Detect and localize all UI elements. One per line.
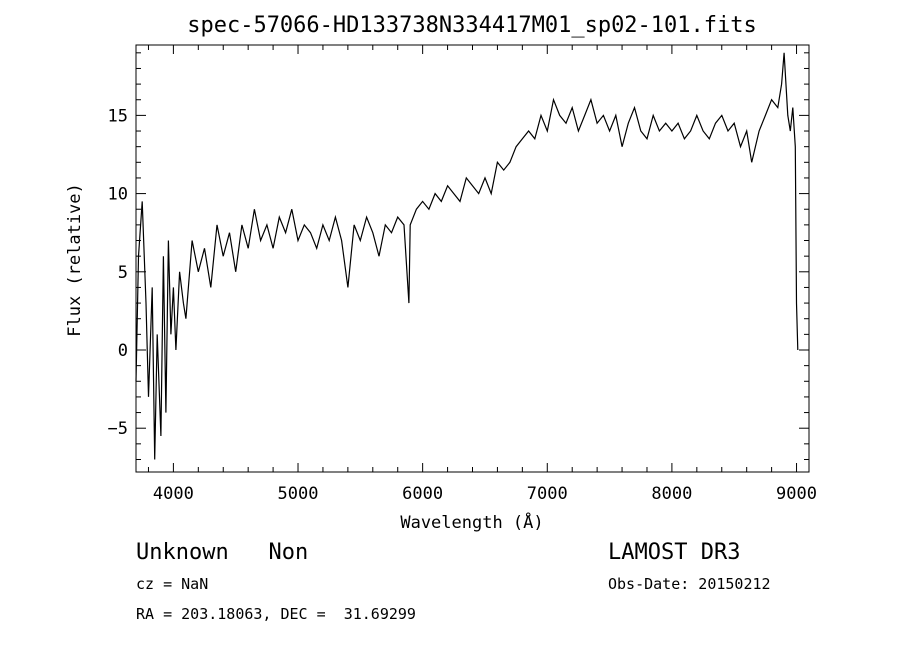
x-axis-ticks xyxy=(147,45,798,472)
survey-label: LAMOST DR3 xyxy=(608,540,740,565)
y-axis-label: Flux (relative) xyxy=(65,183,85,337)
y-axis-ticks xyxy=(136,52,809,460)
coordinates-label: RA = 203.18063, DEC = 31.69299 xyxy=(136,605,416,623)
redshift-label: cz = NaN xyxy=(136,575,208,593)
chart-title: spec-57066-HD133738N334417M01_sp02-101.f… xyxy=(187,13,757,38)
x-axis-tick-labels: 4000 5000 6000 7000 8000 9000 xyxy=(153,484,817,504)
object-class-label: Unknown Non xyxy=(136,540,308,565)
y-axis-tick-labels: −5 0 5 10 15 xyxy=(108,106,128,439)
y-tick-label: 5 xyxy=(118,263,128,283)
x-tick-label: 6000 xyxy=(402,484,443,504)
y-tick-label: 10 xyxy=(108,185,128,205)
x-axis-label: Wavelength (Å) xyxy=(400,511,543,533)
x-tick-label: 4000 xyxy=(153,484,194,504)
y-tick-label: −5 xyxy=(108,419,128,439)
x-tick-label: 7000 xyxy=(527,484,568,504)
y-tick-label: 0 xyxy=(118,341,128,361)
spectrum-line xyxy=(135,52,799,460)
x-tick-label: 8000 xyxy=(651,484,692,504)
obs-date-label: Obs-Date: 20150212 xyxy=(608,575,771,593)
x-tick-label: 9000 xyxy=(776,484,817,504)
x-tick-label: 5000 xyxy=(278,484,319,504)
y-tick-label: 15 xyxy=(108,106,128,126)
